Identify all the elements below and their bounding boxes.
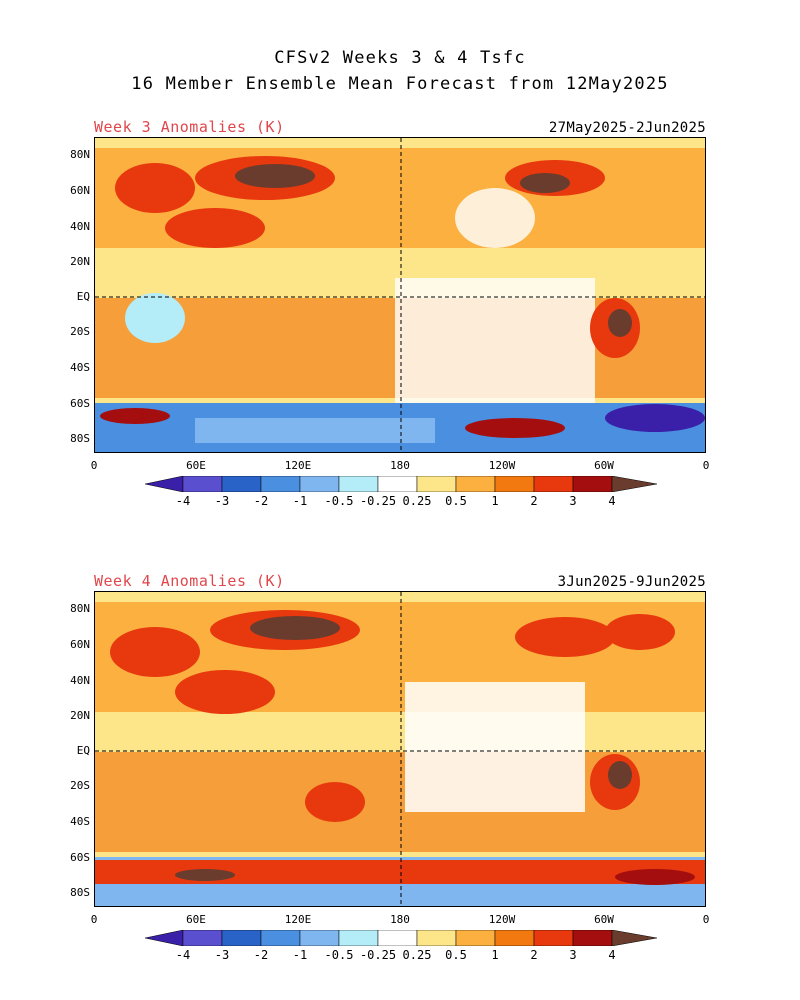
- lon-label-60e: 60E: [186, 459, 206, 472]
- w4-lon-label-0: 0: [90, 913, 98, 926]
- w4-lon-label-0-east: 0: [702, 913, 710, 926]
- week3-panel-label: Week 3 Anomalies (K): [94, 118, 285, 136]
- w4-lat-label-60s: 60S: [70, 851, 90, 864]
- week4-cbar-label-p4: 4: [608, 948, 616, 962]
- week3-colorbar: [144, 475, 658, 493]
- week3-map-svg: [95, 138, 705, 452]
- week3-cbar-label-m3: -3: [214, 494, 230, 508]
- lon-label-120w: 120W: [488, 459, 516, 472]
- week4-cbar-label-m1: -1: [292, 948, 308, 962]
- lat-label-20n: 20N: [70, 255, 90, 268]
- week3-cbar-label-m2: -2: [253, 494, 269, 508]
- week4-cbar-label-m4: -4: [175, 948, 191, 962]
- week4-cbar-label-m2: -2: [253, 948, 269, 962]
- week4-cbar-label-m025: -0.25: [359, 948, 397, 962]
- lat-label-20s: 20S: [70, 325, 90, 338]
- w4-lon-label-60e: 60E: [186, 913, 206, 926]
- lon-label-120e: 120E: [284, 459, 312, 472]
- w4-lat-label-20s: 20S: [70, 779, 90, 792]
- w4-lat-label-60n: 60N: [70, 638, 90, 651]
- w4-lon-label-60w: 60W: [594, 913, 614, 926]
- lon-label-60w: 60W: [594, 459, 614, 472]
- w4-lat-label-80s: 80S: [70, 886, 90, 899]
- week4-panel-label: Week 4 Anomalies (K): [94, 572, 285, 590]
- w4-lat-label-40s: 40S: [70, 815, 90, 828]
- lat-label-80s: 80S: [70, 432, 90, 445]
- week3-anomaly-map: [94, 137, 706, 453]
- week3-cbar-label-p025: 0.25: [402, 494, 432, 508]
- week4-cbar-label-p1: 1: [491, 948, 499, 962]
- week3-cbar-label-m1: -1: [292, 494, 308, 508]
- lon-label-180: 180: [390, 459, 410, 472]
- lat-label-40s: 40S: [70, 361, 90, 374]
- w4-lat-label-20n: 20N: [70, 709, 90, 722]
- week3-cbar-label-m025: -0.25: [359, 494, 397, 508]
- lat-label-80n: 80N: [70, 148, 90, 161]
- week3-cbar-label-p2: 2: [530, 494, 538, 508]
- week4-date-range: 3Jun2025-9Jun2025: [557, 574, 706, 590]
- week4-cbar-label-m05: -0.5: [324, 948, 354, 962]
- week3-cbar-label-p4: 4: [608, 494, 616, 508]
- week4-cbar-label-p2: 2: [530, 948, 538, 962]
- week3-date-range: 27May2025-2Jun2025: [548, 120, 706, 136]
- week4-anomaly-map: [94, 591, 706, 907]
- week3-cbar-label-p1: 1: [491, 494, 499, 508]
- w4-lon-label-180: 180: [390, 913, 410, 926]
- lat-label-60n: 60N: [70, 184, 90, 197]
- chart-title-line2: 16 Member Ensemble Mean Forecast from 12…: [131, 74, 669, 94]
- lat-label-40n: 40N: [70, 220, 90, 233]
- w4-lat-label-eq: EQ: [76, 744, 90, 757]
- week4-colorbar: [144, 929, 658, 947]
- w4-lat-label-80n: 80N: [70, 602, 90, 615]
- week4-map-svg: [95, 592, 705, 906]
- week3-cbar-label-p05: 0.5: [445, 494, 467, 508]
- week3-colorbar-svg: [144, 475, 658, 493]
- week4-cbar-label-m3: -3: [214, 948, 230, 962]
- w4-lon-label-120w: 120W: [488, 913, 516, 926]
- week3-cbar-label-m05: -0.5: [324, 494, 354, 508]
- week4-cbar-label-p05: 0.5: [445, 948, 467, 962]
- lon-label-0-east: 0: [702, 459, 710, 472]
- week3-cbar-label-p3: 3: [569, 494, 577, 508]
- week4-cbar-label-p3: 3: [569, 948, 577, 962]
- week4-cbar-label-p025: 0.25: [402, 948, 432, 962]
- chart-title-line1: CFSv2 Weeks 3 & 4 Tsfc: [274, 48, 526, 68]
- w4-lat-label-40n: 40N: [70, 674, 90, 687]
- w4-lon-label-120e: 120E: [284, 913, 312, 926]
- week4-colorbar-svg: [144, 929, 658, 947]
- lat-label-60s: 60S: [70, 397, 90, 410]
- week3-cbar-label-m4: -4: [175, 494, 191, 508]
- lon-label-0: 0: [90, 459, 98, 472]
- lat-label-eq: EQ: [76, 290, 90, 303]
